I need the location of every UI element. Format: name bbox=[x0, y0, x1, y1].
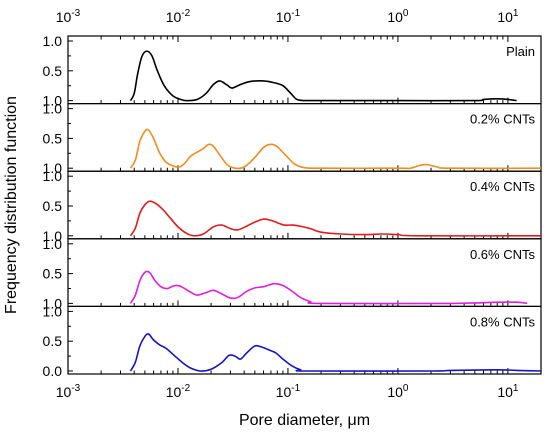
series-curve bbox=[129, 200, 542, 237]
panel-label: 0.4% CNTs bbox=[470, 179, 536, 194]
bottom-x-tick-label: 10-3 bbox=[56, 383, 81, 400]
y-tick-label: 1.0 bbox=[43, 101, 63, 117]
series-curve bbox=[129, 50, 517, 102]
top-x-tick-label: 10-2 bbox=[166, 8, 191, 25]
y-tick-label: 1.0 bbox=[43, 303, 63, 319]
panel-label: 0.2% CNTs bbox=[470, 112, 536, 127]
y-tick-label: 1.0 bbox=[43, 93, 63, 109]
y-tick-label: 0.5 bbox=[43, 198, 63, 214]
y-tick-label: 1.0 bbox=[43, 236, 63, 252]
panel-frame bbox=[67, 305, 542, 375]
x-axis-title: Pore diameter, μm bbox=[239, 412, 370, 429]
series-curve bbox=[129, 270, 528, 305]
bottom-x-tick-label: 100 bbox=[387, 383, 409, 400]
bottom-x-tick-label: 101 bbox=[497, 383, 519, 400]
panel-4: 1.0 0.5 1.0 0.6% CNTs bbox=[43, 236, 542, 311]
y-tick-label: 1.0 bbox=[43, 33, 63, 49]
bottom-x-tick-label: 10-2 bbox=[166, 383, 191, 400]
panel-5: 1.0 0.5 0.0 0.8% CNTs bbox=[43, 303, 542, 379]
y-tick-label: 0.5 bbox=[43, 130, 63, 146]
panel-3: 1.0 0.5 1.0 0.4% CNTs bbox=[43, 168, 542, 244]
y-tick-label: 1.0 bbox=[43, 160, 63, 176]
y-tick-label: 1.0 bbox=[43, 228, 63, 244]
y-tick-label: 1.0 bbox=[43, 168, 63, 184]
top-x-tick-label: 101 bbox=[497, 8, 519, 25]
series-curve bbox=[129, 333, 542, 372]
y-tick-label: 0.5 bbox=[43, 266, 63, 282]
series-curve bbox=[129, 128, 542, 170]
y-tick-label: 0.5 bbox=[43, 333, 63, 349]
top-x-tick-label: 10-3 bbox=[56, 8, 81, 25]
panel-label: 0.6% CNTs bbox=[470, 247, 536, 262]
y-tick-label: 0.5 bbox=[43, 63, 63, 79]
bottom-x-tick-label: 10-1 bbox=[276, 383, 301, 400]
y-tick-label: 1.0 bbox=[43, 295, 63, 311]
top-x-tick-label: 10-1 bbox=[276, 8, 301, 25]
top-x-tick-label: 100 bbox=[387, 8, 409, 25]
panel-label: Plain bbox=[506, 44, 535, 59]
panel-1: 1.0 0.5 1.0 Plain bbox=[43, 33, 542, 109]
panel-label: 0.8% CNTs bbox=[470, 314, 536, 329]
y-tick-label: 0.0 bbox=[43, 363, 63, 379]
panel-2: 1.0 0.5 1.0 0.2% CNTs bbox=[43, 101, 542, 176]
y-axis-title: Frequency distribution function bbox=[3, 96, 20, 314]
